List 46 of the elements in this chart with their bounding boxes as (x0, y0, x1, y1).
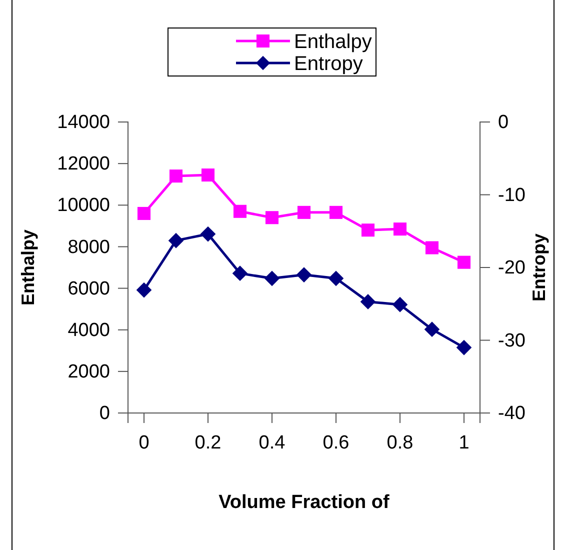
x-tick-label: 0.2 (194, 432, 222, 454)
point (232, 266, 248, 281)
point (200, 226, 216, 242)
y2-tick-label: 0 (498, 112, 509, 134)
x-tick-label: 0.8 (386, 432, 414, 454)
x-tick-label: 0 (138, 432, 150, 454)
y2-axis-title: Entropy (529, 233, 549, 302)
point (168, 232, 184, 248)
point (169, 170, 183, 183)
point (264, 270, 280, 286)
point (393, 222, 407, 236)
y-tick-label: 10000 (57, 195, 110, 216)
point (456, 340, 472, 356)
y-tick-label: 2000 (68, 362, 110, 383)
point (328, 270, 344, 286)
point (201, 168, 215, 182)
point (392, 296, 408, 312)
legend-label: Entropy (294, 53, 363, 75)
y-tick-label: 14000 (57, 112, 110, 134)
point (296, 267, 312, 282)
x-axis-title: Volume Fraction of (218, 492, 390, 513)
y2-tick-label: -40 (498, 403, 526, 424)
point (457, 256, 471, 269)
x-tick-label: 0.6 (322, 432, 350, 454)
y-tick-label: 4000 (68, 320, 110, 341)
point (233, 204, 247, 218)
y-tick-label: 8000 (68, 236, 110, 258)
point (137, 206, 151, 220)
point (136, 282, 152, 298)
y-tick-label: 6000 (68, 278, 110, 300)
point (297, 206, 311, 219)
y2-tick-label: -10 (498, 184, 526, 206)
point (329, 206, 343, 219)
y-tick-label: 0 (99, 403, 110, 424)
point (424, 322, 440, 338)
legend-label: Enthalpy (294, 31, 372, 53)
point (265, 211, 279, 224)
point (360, 294, 376, 310)
point (361, 224, 375, 237)
y2-tick-label: -20 (498, 258, 526, 279)
y2-tick-label: -30 (498, 330, 526, 352)
point (425, 241, 439, 254)
x-tick-label: 1 (458, 432, 470, 454)
y-axis-title: Enthalpy (18, 229, 38, 306)
x-tick-label: 0.4 (258, 432, 286, 454)
y-tick-label: 12000 (57, 154, 110, 175)
